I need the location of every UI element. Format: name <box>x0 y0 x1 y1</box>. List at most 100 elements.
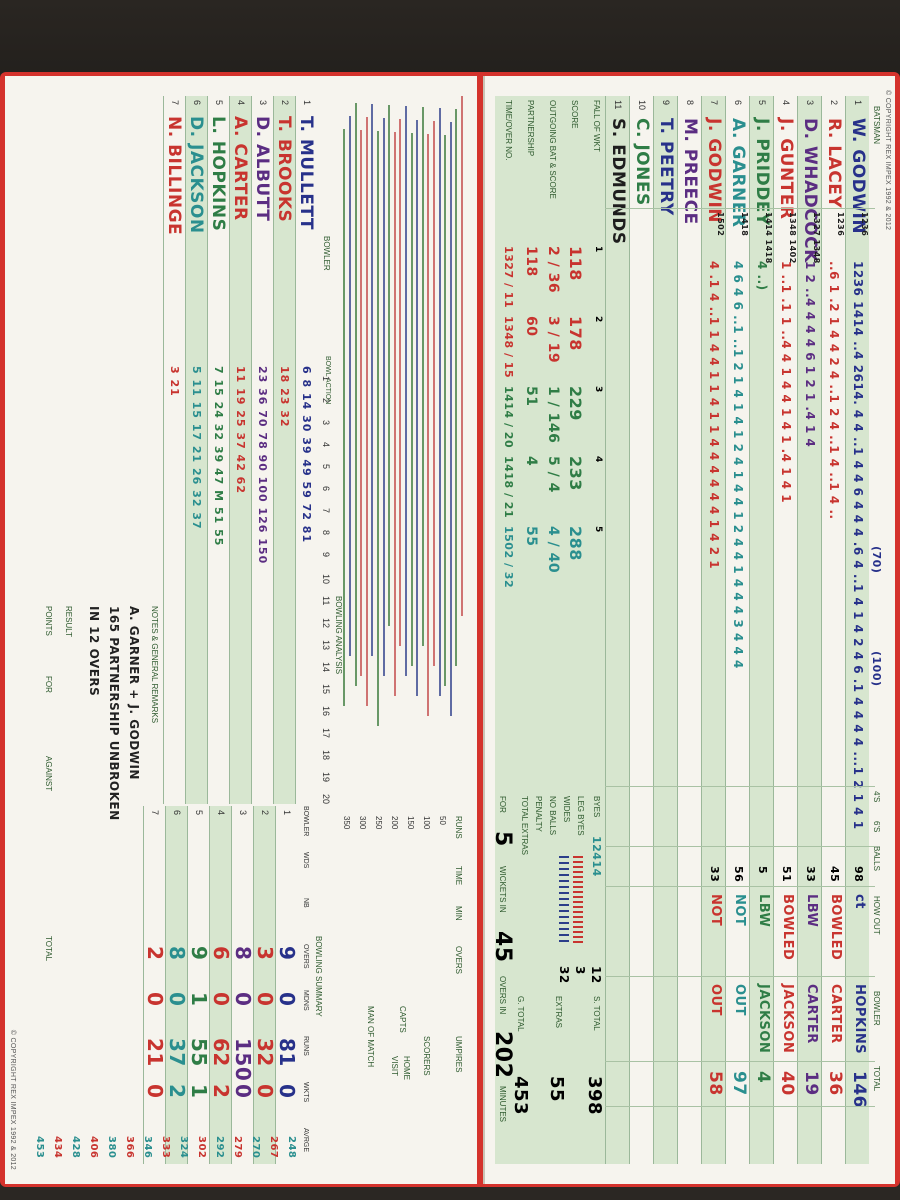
batsman-runs: 1 2 ..4 4 4 4 6 1 2 1 .4 1 4 <box>803 261 817 448</box>
summary-col-header: MDNS <box>302 990 309 1011</box>
batsman-number: 6 <box>733 100 743 106</box>
batsman-total: 36 <box>825 1071 845 1096</box>
cumulative-score: 333 <box>160 1136 171 1159</box>
tally-strike <box>421 107 424 646</box>
batsman-number: 10 <box>637 100 647 111</box>
summary-runs: 37 <box>165 1038 189 1067</box>
cumulative-score: 434 <box>52 1136 63 1159</box>
batsman-name: J. PRIDDEY <box>752 118 772 226</box>
over-number: 2 <box>321 398 331 404</box>
cumulative-score: 248 <box>286 1136 297 1159</box>
over-number: 12 <box>321 618 331 629</box>
note-line-1: A. GARNER + J. GODWIN <box>127 606 141 780</box>
bowler-row: 6 D. JACKSON 5 11 15 17 21 26 32 37 <box>185 96 207 804</box>
over-number: 15 <box>321 684 331 695</box>
tally-strike <box>449 122 452 716</box>
summary-wkts: 1 <box>187 1084 211 1099</box>
batsman-runs: 4 ..) <box>755 261 769 291</box>
tally-strike <box>382 118 385 676</box>
dismissing-bowler: CARTER <box>804 984 819 1044</box>
batsman-number: 1 <box>853 100 863 106</box>
summary-mdns: 0 <box>231 992 255 1007</box>
how-out-header: HOW OUT <box>872 896 881 935</box>
wickets-in-label: WICKETS IN <box>498 866 507 913</box>
wides-label: WIDES <box>562 796 571 823</box>
bowler-row: 7 N. BILLINGE 3 21 <box>163 96 185 804</box>
tally-strike <box>360 130 363 676</box>
stotal-32: 32 <box>557 966 571 984</box>
match-info-panel: UMPIRES SCORERS CAPTS HOME VISIT MAN OF … <box>327 806 467 1166</box>
bowler-name: L. HOPKINS <box>208 116 228 232</box>
fow-score: 233 <box>566 456 585 491</box>
fow-label: FALL OF WKT <box>592 100 601 152</box>
summary-overs: 8 <box>231 946 255 961</box>
bowling-summary-header: BOWLING SUMMARY <box>314 936 323 1017</box>
against-label: AGAINST <box>44 756 53 792</box>
annotation-70: (70) <box>870 546 883 574</box>
summary-wkts: 0 <box>143 1084 167 1099</box>
summary-mdns: 0 <box>253 992 277 1007</box>
summary-bowler-number: 5 <box>194 810 204 816</box>
bowler-over-runs: 3 21 <box>168 366 181 397</box>
batsman-row: 11 S. EDMUNDS <box>605 96 629 1164</box>
summary-bowler-number: 1 <box>282 810 292 816</box>
batsman-number: 11 <box>613 100 623 110</box>
batsman-row: 2 R. LACEY 1236 ..6 1 .2 1 4 4 2 4 ..1 2 4 … <box>821 96 845 1164</box>
runs-col-label: RUNS <box>454 816 463 839</box>
bowler-name: A. CARTER <box>230 116 250 221</box>
summary-col-header: BOWLER <box>302 806 309 837</box>
bowler-over-runs: 7 15 24 32 39 47 M 51 55 <box>212 366 225 547</box>
run-milestone: 50 <box>438 816 447 825</box>
bowler-over-runs: 18 23 32 <box>278 366 291 428</box>
summary-row: 5 9 1 55 1 <box>187 806 211 1164</box>
bowler-row: 1 T. MULLETT 6 8 14 30 39 49 59 72 81 <box>295 96 317 804</box>
cumulative-score: 346 <box>142 1136 153 1159</box>
fow-outgoing: 5 / 4 <box>545 456 561 493</box>
over-number: 4 <box>321 442 331 448</box>
umpires-label: UMPIRES <box>454 1036 463 1073</box>
batsman-total: 58 <box>705 1071 725 1096</box>
summary-bowler-number: 7 <box>150 810 160 816</box>
batsman-number: 9 <box>661 100 671 106</box>
summary-col-header: RUNS <box>302 1036 309 1056</box>
summary-runs: 81 <box>275 1038 299 1067</box>
cumulative-score: 366 <box>124 1136 135 1159</box>
summary-mdns: 1 <box>187 992 211 1007</box>
bowler-row: 4 A. CARTER 11 19 25 37 42 62 <box>229 96 251 804</box>
tally-strike <box>444 135 447 686</box>
cumulative-score: 270 <box>250 1136 261 1159</box>
sixes-header: 6's <box>872 821 881 833</box>
summary-row: 7 2 0 21 0 <box>143 806 167 1164</box>
cumulative-score: 453 <box>34 1136 45 1159</box>
bowler-name: D. JACKSON <box>186 116 206 234</box>
bowler-number: 2 <box>280 100 290 106</box>
capts-label: CAPTS <box>398 1006 407 1033</box>
summary-wkts: 2 <box>165 1084 189 1099</box>
batsman-number: 3 <box>805 100 815 106</box>
byes-label: BYES <box>592 796 601 818</box>
summary-row: 1 9 0 81 0 <box>275 806 299 1164</box>
fow-outgoing: 3 / 19 <box>545 316 561 364</box>
how-out: NOT <box>708 894 723 927</box>
stotal-value: 398 <box>584 1076 605 1116</box>
over-number: 10 <box>321 574 331 585</box>
cumulative-score: 380 <box>106 1136 117 1159</box>
home-label: HOME <box>402 1056 411 1080</box>
dismissing-bowler: CARTER <box>828 984 843 1044</box>
dismissing-bowler: JACKSON <box>756 984 771 1054</box>
fow-partnership: 118 <box>523 246 539 277</box>
fow-score: 288 <box>566 526 585 561</box>
batsman-name: T. PEETRY <box>656 118 676 216</box>
summary-runs: 150 <box>231 1038 255 1082</box>
dismissing-bowler: JACKSON <box>780 984 795 1054</box>
total-extras-label: TOTAL EXTRAS <box>520 796 529 855</box>
bowler-name: T. MULLETT <box>296 116 316 230</box>
run-milestone: 200 <box>390 816 399 830</box>
tally-strike <box>416 120 419 696</box>
how-out: BOWLED <box>828 894 843 961</box>
summary-mdns: 0 <box>209 992 233 1007</box>
total-header: TOTAL <box>872 1066 881 1092</box>
cumulative-score: 302 <box>196 1136 207 1159</box>
result-label: RESULT <box>64 606 73 637</box>
